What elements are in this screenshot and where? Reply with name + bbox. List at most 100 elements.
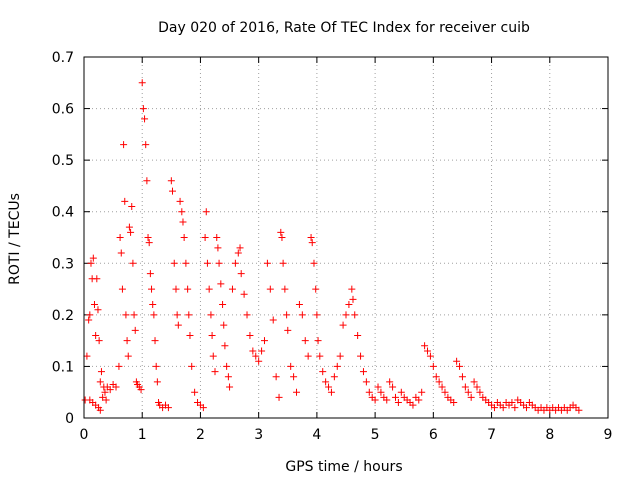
- grid-lines: [84, 57, 608, 418]
- data-point: [118, 285, 126, 293]
- data-point: [92, 331, 100, 339]
- data-point: [287, 362, 295, 370]
- data-point: [122, 311, 130, 319]
- data-point: [199, 404, 207, 412]
- data-point: [220, 321, 228, 329]
- data-point: [217, 280, 225, 288]
- data-point: [167, 177, 175, 185]
- x-tick-label: 1: [138, 427, 147, 443]
- data-point: [102, 396, 110, 404]
- data-point: [120, 141, 128, 149]
- data-point: [295, 301, 303, 309]
- data-point: [207, 311, 215, 319]
- data-point: [106, 386, 114, 394]
- data-point: [191, 388, 199, 396]
- data-point: [349, 295, 357, 303]
- data-point: [308, 239, 316, 247]
- data-point: [90, 301, 98, 309]
- data-point: [441, 388, 449, 396]
- data-point: [418, 388, 426, 396]
- data-point: [164, 404, 172, 412]
- data-point: [93, 275, 101, 283]
- data-point: [409, 401, 417, 409]
- data-point: [149, 301, 157, 309]
- data-point: [185, 311, 193, 319]
- y-tick-label: 0.1: [52, 359, 74, 375]
- x-tick-label: 6: [429, 427, 438, 443]
- data-point: [240, 290, 248, 298]
- plot-frame: [83, 56, 609, 419]
- data-point: [215, 259, 223, 267]
- data-point: [424, 347, 432, 355]
- data-point: [359, 368, 367, 376]
- data-point: [152, 362, 160, 370]
- data-point: [125, 223, 133, 231]
- data-point: [522, 404, 530, 412]
- x-tick-label: 7: [487, 427, 496, 443]
- data-point: [429, 362, 437, 370]
- data-point: [252, 352, 260, 360]
- data-point: [389, 383, 397, 391]
- data-point: [101, 388, 109, 396]
- data-point: [184, 285, 192, 293]
- data-point: [211, 368, 219, 376]
- data-point: [499, 404, 507, 412]
- data-point: [144, 234, 152, 241]
- data-point: [383, 396, 391, 404]
- data-point: [146, 270, 154, 278]
- data-point: [473, 383, 481, 391]
- data-point: [234, 249, 242, 257]
- data-point: [203, 259, 211, 267]
- data-point: [456, 362, 464, 370]
- data-point: [322, 378, 330, 386]
- data-point: [258, 347, 266, 355]
- data-point: [301, 337, 309, 345]
- data-point: [316, 352, 324, 360]
- data-point: [293, 388, 301, 396]
- data-point: [345, 301, 353, 309]
- x-tick-label: 3: [254, 427, 263, 443]
- y-tick-label: 0.3: [52, 256, 74, 272]
- y-tick-label: 0: [65, 411, 74, 427]
- data-point: [127, 228, 135, 236]
- data-point: [284, 326, 292, 334]
- data-point: [314, 337, 322, 345]
- data-point: [138, 79, 146, 87]
- data-point: [172, 285, 180, 293]
- data-point: [362, 378, 370, 386]
- data-point: [219, 301, 227, 309]
- data-point: [278, 234, 286, 241]
- data-point: [87, 259, 95, 267]
- data-point: [137, 386, 145, 394]
- data-point: [97, 368, 105, 376]
- data-point: [142, 141, 150, 149]
- data-point: [96, 378, 104, 386]
- data-point: [173, 311, 181, 319]
- data-point: [511, 404, 519, 412]
- data-point: [94, 306, 102, 314]
- data-point: [176, 197, 184, 205]
- data-point: [421, 342, 429, 350]
- y-tick-label: 0.7: [52, 50, 74, 66]
- data-point: [312, 285, 320, 293]
- data-point: [96, 406, 104, 414]
- data-point: [209, 352, 217, 360]
- data-point: [266, 285, 274, 293]
- data-point: [186, 331, 194, 339]
- data-point: [117, 249, 125, 257]
- data-point: [435, 378, 443, 386]
- data-point: [208, 331, 216, 339]
- data-point: [182, 259, 190, 267]
- data-point: [231, 259, 239, 267]
- data-point: [139, 105, 147, 113]
- data-point: [249, 347, 257, 355]
- y-tick-label: 0.6: [52, 102, 74, 118]
- data-point: [374, 383, 382, 391]
- data-point: [307, 234, 315, 241]
- y-axis-title: ROTI / TECUs: [7, 193, 23, 285]
- data-point: [458, 373, 466, 381]
- data-point: [145, 239, 153, 247]
- data-point: [89, 254, 97, 262]
- data-point: [371, 396, 379, 404]
- y-tick-label: 0.2: [52, 308, 74, 324]
